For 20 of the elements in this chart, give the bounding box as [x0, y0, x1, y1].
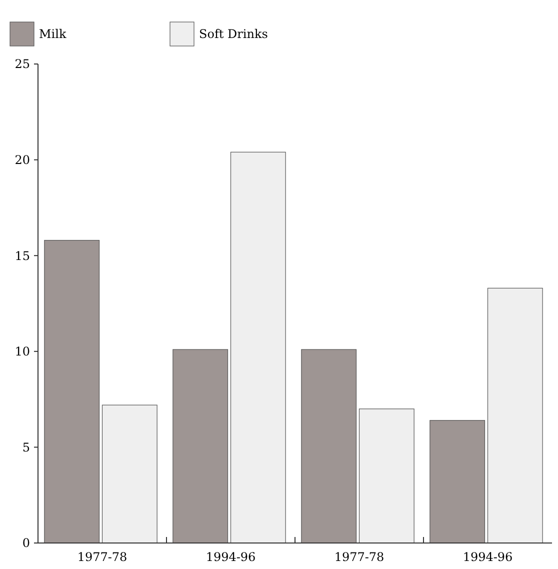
bar: [172, 349, 228, 544]
y-tick-label: 15: [14, 248, 30, 263]
legend-label: Milk: [39, 27, 67, 42]
y-tick-label: 20: [14, 153, 30, 167]
bar: [358, 408, 414, 544]
bar: [301, 349, 357, 544]
bar: [102, 404, 158, 544]
bar: [430, 420, 486, 544]
x-tick-label: 1977-78: [334, 550, 384, 564]
x-tick-label: 1977-78: [77, 550, 128, 564]
y-tick-label: 5: [22, 440, 30, 454]
y-tick-label: 0: [22, 536, 30, 550]
bar: [44, 240, 100, 544]
x-tick-label: 1994-96: [206, 550, 256, 564]
bar: [487, 288, 543, 544]
y-tick-label: 25: [14, 57, 30, 72]
legend-label: Soft Drinks: [199, 27, 268, 42]
x-tick-label: 1994-96: [462, 550, 513, 564]
y-tick-label: 10: [14, 344, 30, 359]
bar: [230, 152, 286, 544]
